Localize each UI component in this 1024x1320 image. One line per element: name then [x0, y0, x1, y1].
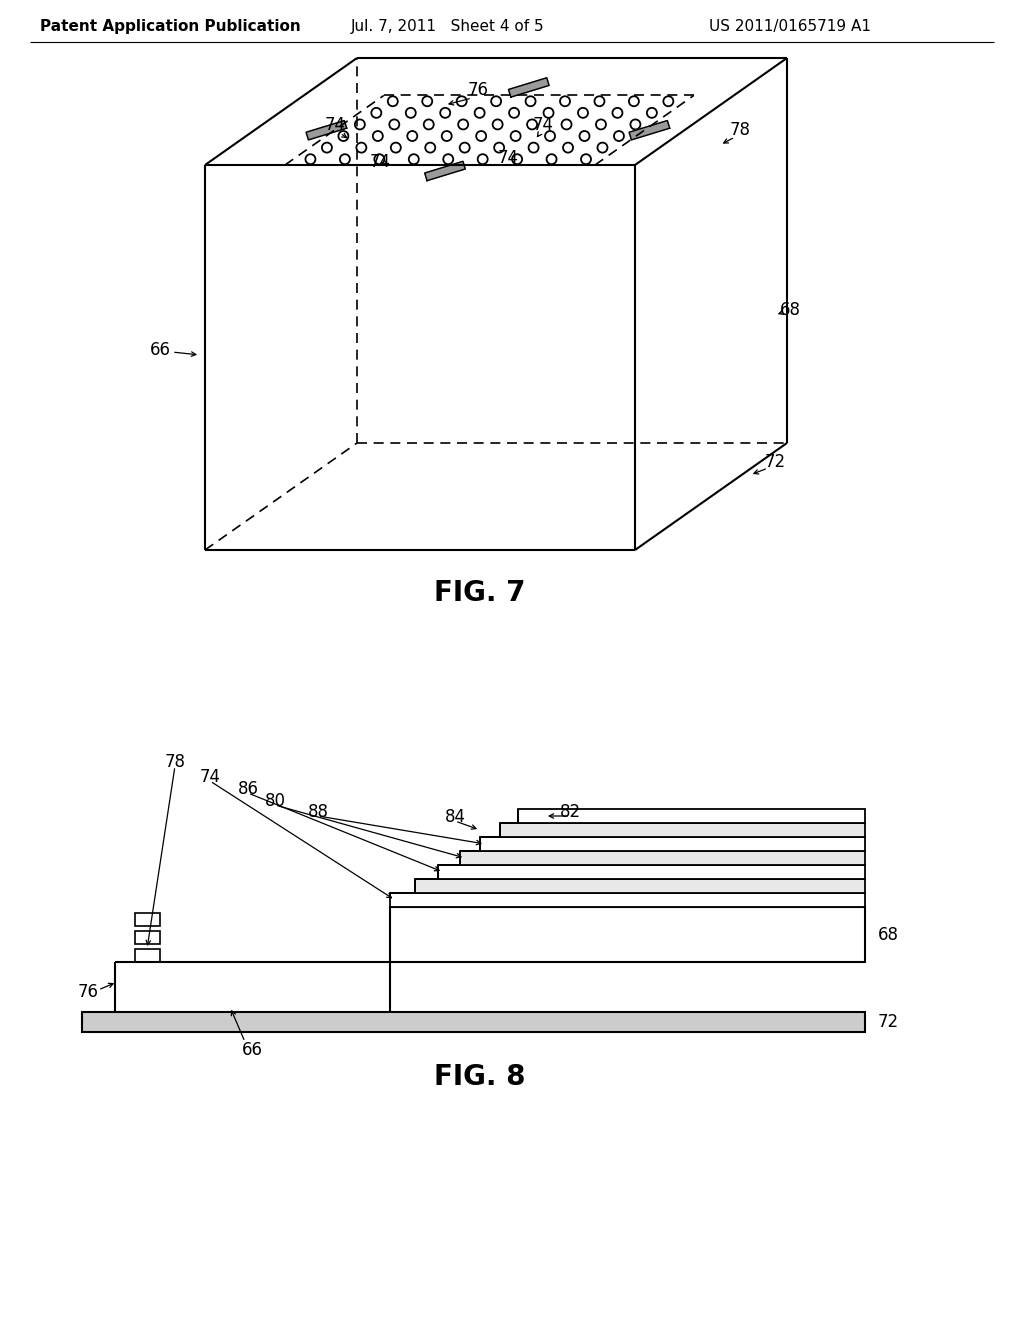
- Text: 68: 68: [878, 925, 899, 944]
- Text: 76: 76: [78, 983, 98, 1001]
- Bar: [390, 894, 865, 907]
- Text: 88: 88: [307, 803, 329, 821]
- Text: Patent Application Publication: Patent Application Publication: [40, 20, 300, 34]
- Text: FIG. 7: FIG. 7: [434, 579, 525, 607]
- Bar: [500, 822, 865, 837]
- Text: 66: 66: [150, 341, 171, 359]
- Bar: [135, 931, 160, 944]
- Text: 72: 72: [765, 453, 785, 471]
- Bar: [518, 809, 865, 822]
- Bar: [415, 879, 865, 894]
- Text: 86: 86: [238, 780, 258, 799]
- Bar: [135, 913, 160, 927]
- Bar: [82, 1012, 865, 1032]
- Text: Jul. 7, 2011   Sheet 4 of 5: Jul. 7, 2011 Sheet 4 of 5: [351, 20, 545, 34]
- Text: 74: 74: [325, 116, 345, 135]
- Bar: [480, 837, 865, 851]
- Text: 68: 68: [779, 301, 801, 319]
- Text: 72: 72: [878, 1012, 899, 1031]
- Bar: [438, 865, 865, 879]
- Bar: [390, 907, 865, 962]
- Polygon shape: [306, 120, 347, 140]
- Text: 74: 74: [532, 116, 554, 135]
- Text: 84: 84: [444, 808, 466, 826]
- Text: 74: 74: [498, 149, 518, 168]
- Text: 74: 74: [200, 768, 220, 785]
- Bar: [460, 851, 865, 865]
- Text: 76: 76: [468, 81, 488, 99]
- Polygon shape: [629, 120, 670, 140]
- Bar: [135, 949, 160, 962]
- Text: 74: 74: [370, 153, 390, 172]
- Text: FIG. 8: FIG. 8: [434, 1063, 525, 1092]
- Text: 78: 78: [729, 121, 751, 139]
- Text: 78: 78: [165, 752, 185, 771]
- Text: 80: 80: [264, 792, 286, 810]
- Text: 82: 82: [559, 803, 581, 821]
- Polygon shape: [425, 161, 465, 181]
- Polygon shape: [509, 78, 549, 98]
- Text: US 2011/0165719 A1: US 2011/0165719 A1: [709, 20, 871, 34]
- Text: 66: 66: [242, 1041, 262, 1059]
